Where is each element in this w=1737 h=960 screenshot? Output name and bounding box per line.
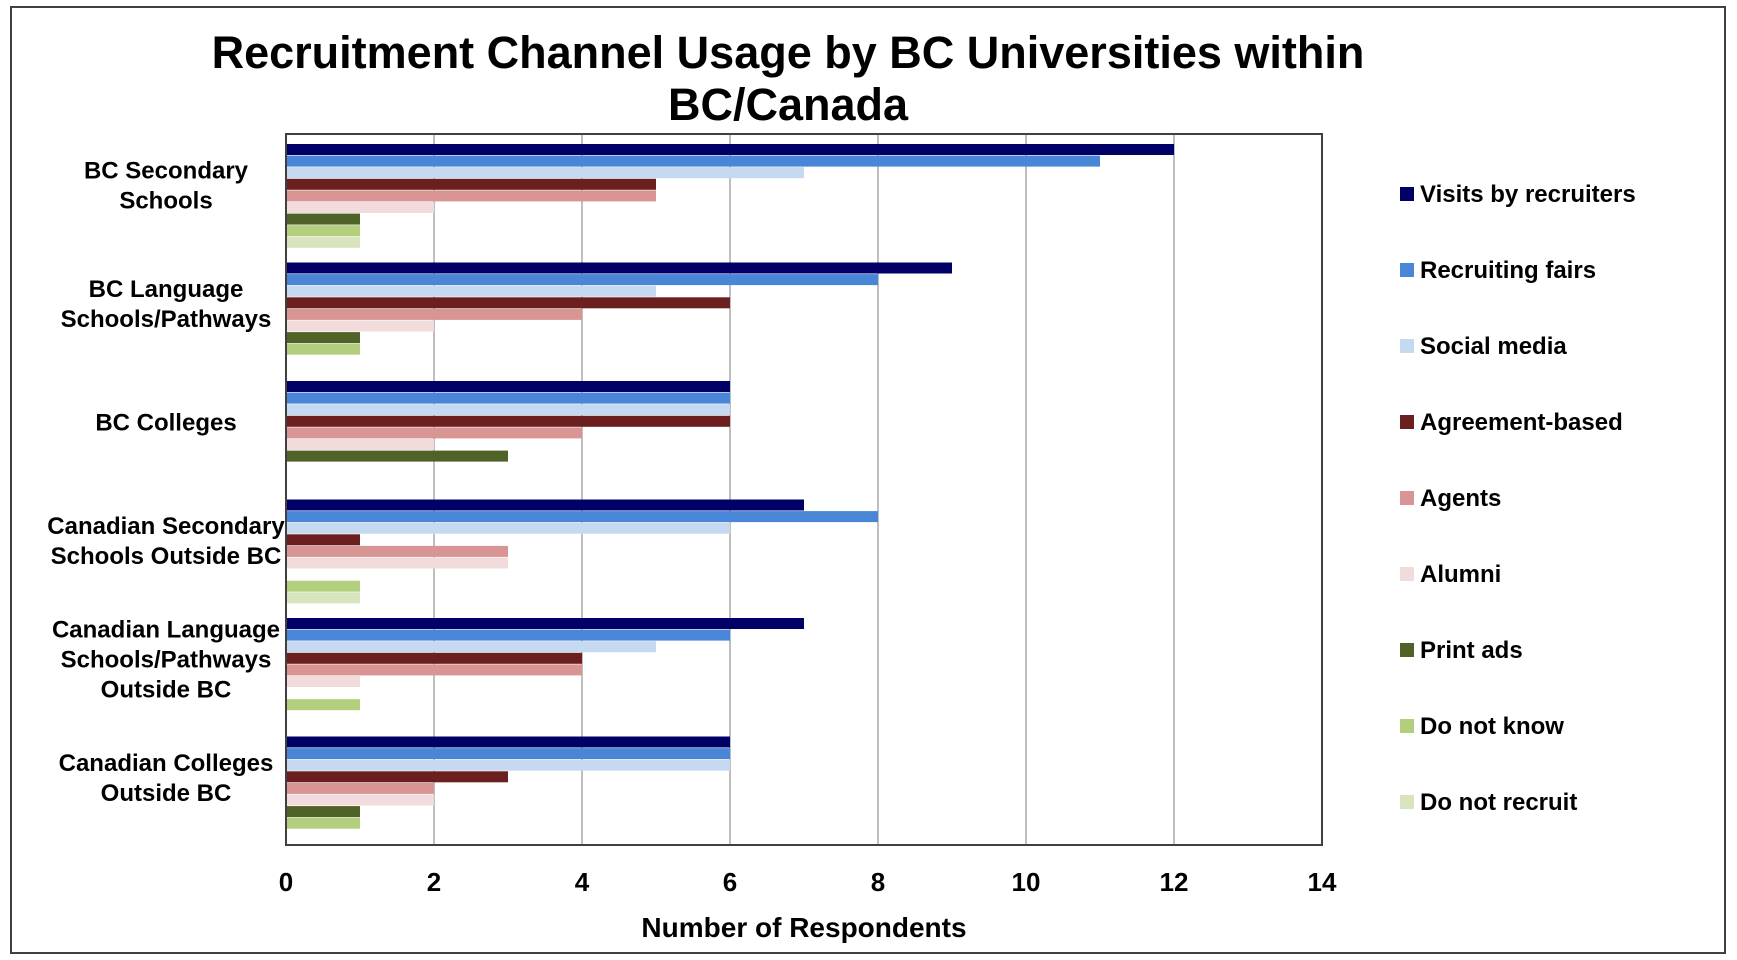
legend-swatch [1400, 339, 1414, 353]
bar [286, 580, 360, 592]
bar [286, 167, 804, 179]
bar [286, 794, 434, 806]
category-label: Canadian Secondary [47, 513, 285, 540]
category-label: Canadian Colleges [59, 750, 274, 777]
bar [286, 629, 730, 641]
bar [286, 392, 730, 404]
legend-label: Recruiting fairs [1420, 257, 1596, 284]
bar [286, 285, 656, 297]
bar [286, 213, 360, 225]
bar [286, 381, 730, 392]
bar [286, 534, 360, 546]
bar [286, 759, 730, 771]
bar [286, 439, 434, 450]
category-label: Outside BC [101, 676, 232, 703]
x-tick-label: 4 [575, 867, 590, 897]
category-label: Outside BC [101, 780, 232, 807]
category-label: Canadian Language [52, 616, 280, 643]
bar [286, 748, 730, 760]
legend-label: Do not know [1420, 713, 1564, 740]
legend-swatch [1400, 719, 1414, 733]
x-tick-labels: 0 2 4 6 8 10 12 14 [279, 867, 1337, 897]
bar [286, 332, 360, 344]
legend-swatch [1400, 263, 1414, 277]
category-label: Schools/Pathways [61, 306, 272, 333]
bar [286, 545, 508, 557]
legend-label: Visits by recruiters [1420, 181, 1636, 208]
legend-label: Agreement-based [1420, 409, 1623, 436]
gridlines [433, 134, 1175, 845]
category-label: BC Language [89, 276, 244, 303]
category-labels: BC Secondary Schools BC Language Schools/Pa… [47, 157, 285, 807]
bars [286, 144, 1174, 829]
bar [286, 817, 360, 829]
bar [286, 557, 508, 569]
bar [286, 499, 804, 511]
x-tick-label: 0 [279, 867, 293, 897]
bar [286, 618, 804, 629]
category-label: BC Secondary [84, 157, 249, 184]
legend-swatch [1400, 187, 1414, 201]
legend-swatch [1400, 415, 1414, 429]
chart-title-line: Recruitment Channel Usage by BC Universi… [212, 27, 1365, 78]
x-axis-title: Number of Respondents [641, 912, 966, 943]
bar [286, 676, 360, 687]
legend-swatch [1400, 491, 1414, 505]
legend-swatch [1400, 643, 1414, 657]
chart-frame: Recruitment Channel Usage by BC Universi… [10, 6, 1726, 954]
bar [286, 320, 434, 332]
bar [286, 274, 878, 286]
legend: Visits by recruiters Recruiting fairs Soci… [1400, 181, 1636, 816]
bar [286, 236, 360, 248]
bar [286, 262, 952, 274]
bar [286, 178, 656, 190]
x-tick-label: 2 [427, 867, 441, 897]
x-tick-label: 10 [1012, 867, 1041, 897]
legend-label: Social media [1420, 333, 1567, 360]
category-label: Schools Outside BC [51, 543, 282, 570]
bar [286, 450, 508, 462]
bar [286, 522, 730, 534]
bar [286, 641, 656, 653]
x-tick-label: 6 [723, 867, 737, 897]
chart-svg: Recruitment Channel Usage by BC Universi… [47, 27, 1636, 943]
category-label: BC Colleges [95, 409, 236, 436]
category-label: Schools/Pathways [61, 646, 272, 673]
legend-swatch [1400, 567, 1414, 581]
bar [286, 144, 1174, 155]
bar [286, 308, 582, 320]
x-tick-label: 8 [871, 867, 885, 897]
bar [286, 190, 656, 202]
bar [286, 652, 582, 664]
legend-label: Agents [1420, 485, 1501, 512]
legend-swatch [1400, 795, 1414, 809]
legend-label: Do not recruit [1420, 789, 1577, 816]
bar [286, 155, 1100, 167]
bar [286, 771, 508, 783]
bar [286, 782, 434, 794]
bar [286, 415, 730, 427]
category-label: Schools [119, 187, 212, 214]
chart-title: Recruitment Channel Usage by BC Universi… [212, 27, 1365, 130]
chart-title-line: BC/Canada [668, 79, 909, 130]
bar [286, 699, 360, 711]
bar [286, 664, 582, 676]
x-tick-label: 14 [1308, 867, 1337, 897]
bar [286, 592, 360, 604]
x-tick-label: 12 [1160, 867, 1189, 897]
legend-label: Alumni [1420, 561, 1501, 588]
bar [286, 511, 878, 523]
plot-area-border [285, 133, 1323, 846]
bar [286, 202, 434, 213]
bar [286, 404, 730, 416]
bar [286, 343, 360, 355]
bar [286, 427, 582, 439]
bar [286, 225, 360, 237]
bar [286, 736, 730, 748]
bar [286, 297, 730, 309]
bar [286, 806, 360, 818]
legend-label: Print ads [1420, 637, 1523, 664]
